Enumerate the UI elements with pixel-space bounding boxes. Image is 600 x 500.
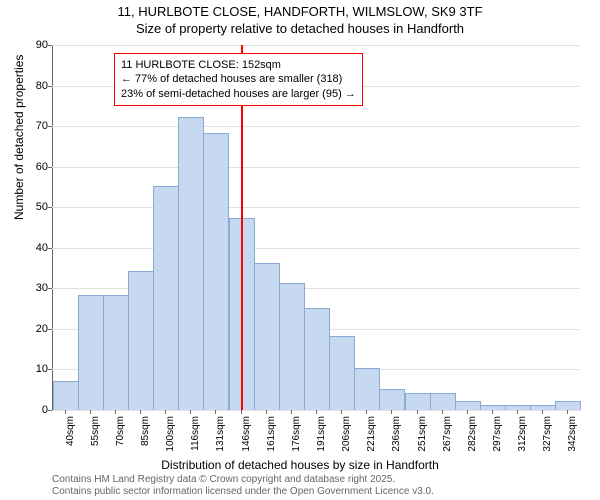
y-tick-label: 40: [18, 242, 48, 254]
y-tick-mark: [48, 86, 52, 87]
x-tick-label: 251sqm: [417, 416, 428, 466]
y-axis-line: [52, 45, 53, 410]
x-tick-label: 206sqm: [341, 416, 352, 466]
x-tick-label: 297sqm: [492, 416, 503, 466]
footer-line-2: Contains public sector information licen…: [52, 486, 434, 497]
x-tick-label: 116sqm: [190, 416, 201, 466]
histogram-bar: [279, 283, 305, 410]
histogram-bar: [128, 271, 154, 410]
y-tick-mark: [48, 410, 52, 411]
histogram-bar: [430, 393, 456, 410]
x-tick-mark: [291, 410, 292, 414]
x-tick-label: 85sqm: [140, 416, 151, 466]
x-tick-mark: [391, 410, 392, 414]
annotation-line-1: 11 HURLBOTE CLOSE: 152sqm: [121, 59, 281, 71]
x-tick-label: 100sqm: [165, 416, 176, 466]
y-tick-label: 50: [18, 201, 48, 213]
y-tick-label: 10: [18, 363, 48, 375]
x-tick-label: 267sqm: [442, 416, 453, 466]
histogram-chart: 11, HURLBOTE CLOSE, HANDFORTH, WILMSLOW,…: [0, 0, 600, 500]
y-tick-mark: [48, 329, 52, 330]
y-tick-label: 60: [18, 161, 48, 173]
x-tick-mark: [442, 410, 443, 414]
x-tick-label: 327sqm: [542, 416, 553, 466]
title-line-2: Size of property relative to detached ho…: [136, 21, 464, 36]
x-tick-label: 236sqm: [391, 416, 402, 466]
histogram-bar: [555, 401, 581, 410]
annotation-box: 11 HURLBOTE CLOSE: 152sqm ← 77% of detach…: [114, 53, 363, 106]
y-tick-label: 20: [18, 323, 48, 335]
histogram-bar: [78, 295, 104, 410]
x-tick-mark: [492, 410, 493, 414]
histogram-bar: [379, 389, 405, 410]
x-tick-mark: [567, 410, 568, 414]
x-tick-label: 191sqm: [316, 416, 327, 466]
x-tick-label: 70sqm: [115, 416, 126, 466]
title-line-1: 11, HURLBOTE CLOSE, HANDFORTH, WILMSLOW,…: [117, 4, 482, 19]
x-tick-mark: [316, 410, 317, 414]
x-tick-mark: [467, 410, 468, 414]
histogram-bar: [329, 336, 355, 410]
histogram-bar: [153, 186, 179, 410]
y-tick-label: 70: [18, 120, 48, 132]
gridline: [52, 45, 580, 46]
y-tick-mark: [48, 126, 52, 127]
x-tick-label: 282sqm: [467, 416, 478, 466]
x-tick-mark: [165, 410, 166, 414]
y-tick-mark: [48, 369, 52, 370]
annotation-line-3: 23% of semi-detached houses are larger (…: [121, 88, 356, 100]
histogram-bar: [354, 368, 380, 410]
gridline: [52, 167, 580, 168]
histogram-bar: [304, 308, 330, 410]
y-tick-mark: [48, 248, 52, 249]
x-tick-mark: [417, 410, 418, 414]
gridline: [52, 126, 580, 127]
x-tick-label: 146sqm: [241, 416, 252, 466]
x-tick-label: 161sqm: [266, 416, 277, 466]
x-tick-mark: [190, 410, 191, 414]
x-tick-label: 55sqm: [90, 416, 101, 466]
y-tick-mark: [48, 167, 52, 168]
histogram-bar: [103, 295, 129, 410]
x-tick-label: 342sqm: [567, 416, 578, 466]
footer-line-1: Contains HM Land Registry data © Crown c…: [52, 474, 395, 485]
x-tick-label: 221sqm: [366, 416, 377, 466]
x-tick-mark: [140, 410, 141, 414]
y-tick-label: 90: [18, 39, 48, 51]
x-tick-mark: [241, 410, 242, 414]
histogram-bar: [405, 393, 431, 410]
x-tick-mark: [90, 410, 91, 414]
y-tick-label: 80: [18, 80, 48, 92]
y-tick-mark: [48, 288, 52, 289]
x-tick-mark: [517, 410, 518, 414]
x-tick-label: 312sqm: [517, 416, 528, 466]
y-tick-label: 0: [18, 404, 48, 416]
x-tick-mark: [542, 410, 543, 414]
histogram-bar: [53, 381, 79, 410]
x-tick-label: 176sqm: [291, 416, 302, 466]
y-tick-mark: [48, 45, 52, 46]
attribution-footer: Contains HM Land Registry data © Crown c…: [52, 474, 434, 498]
plot-area: 11 HURLBOTE CLOSE: 152sqm ← 77% of detach…: [52, 45, 580, 410]
x-tick-label: 131sqm: [215, 416, 226, 466]
x-tick-mark: [65, 410, 66, 414]
gridline: [52, 248, 580, 249]
histogram-bar: [455, 401, 481, 410]
histogram-bar: [203, 133, 229, 410]
x-tick-mark: [115, 410, 116, 414]
x-tick-label: 40sqm: [65, 416, 76, 466]
y-tick-mark: [48, 207, 52, 208]
histogram-bar: [254, 263, 280, 410]
x-tick-mark: [366, 410, 367, 414]
annotation-line-2: ← 77% of detached houses are smaller (31…: [121, 73, 342, 85]
x-tick-mark: [266, 410, 267, 414]
histogram-bar: [178, 117, 204, 410]
y-tick-label: 30: [18, 282, 48, 294]
x-tick-mark: [215, 410, 216, 414]
chart-title: 11, HURLBOTE CLOSE, HANDFORTH, WILMSLOW,…: [0, 0, 600, 38]
gridline: [52, 207, 580, 208]
x-tick-mark: [341, 410, 342, 414]
